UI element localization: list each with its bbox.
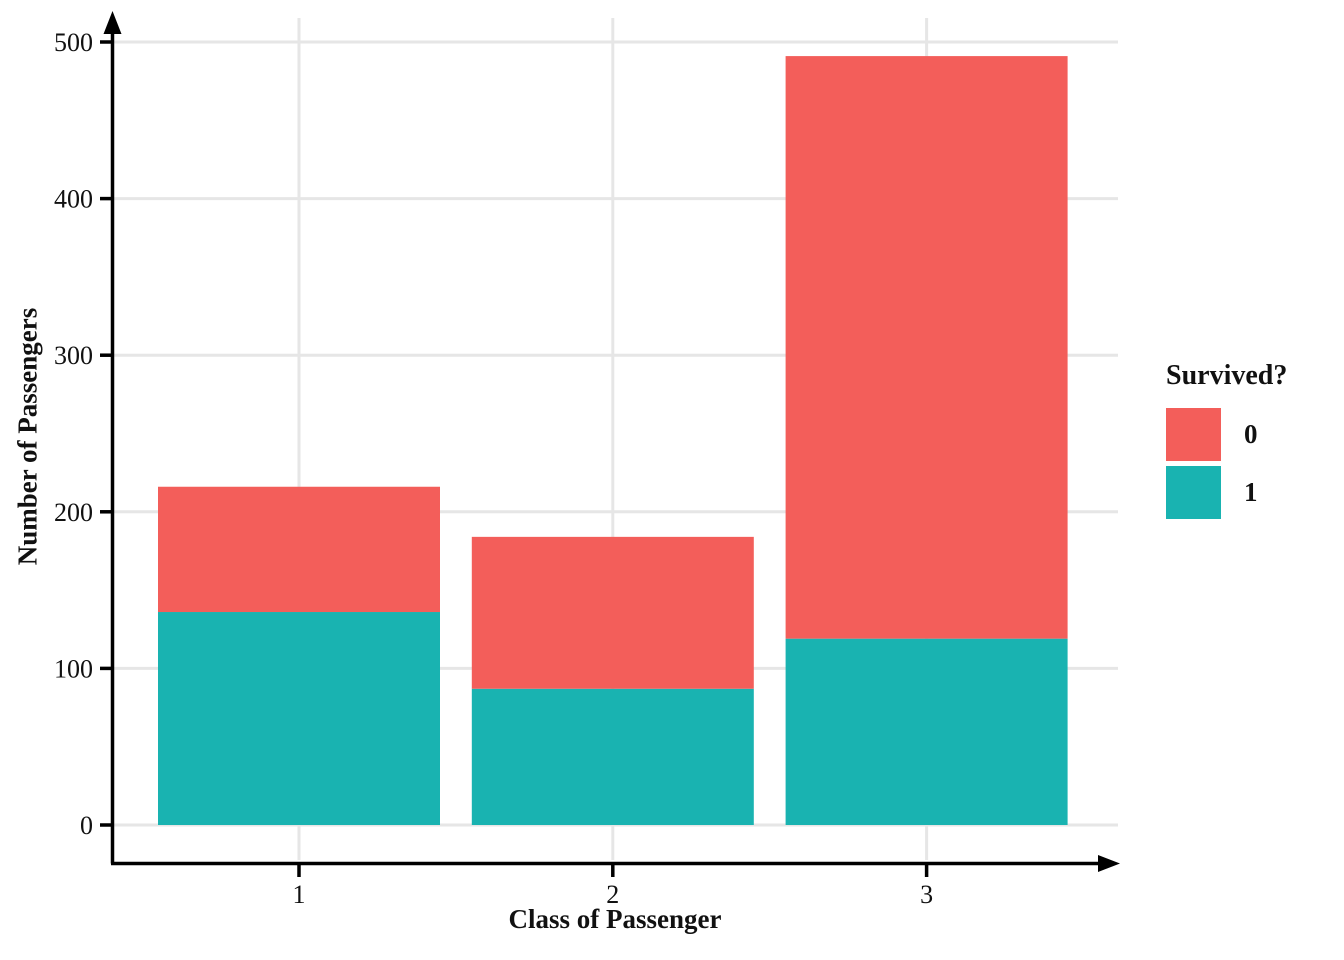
legend-swatch-1 [1166, 466, 1221, 519]
bar-segment-class2-survived1 [471, 688, 754, 825]
y-tick-label: 0 [80, 811, 93, 840]
y-tick-label: 500 [54, 28, 93, 57]
x-tick-label: 1 [293, 880, 306, 909]
bar-segment-class2-survived0 [471, 536, 754, 689]
y-tick-label: 300 [54, 341, 93, 370]
bar-segment-class3-survived0 [785, 56, 1068, 639]
x-axis-title: Class of Passenger [508, 904, 722, 934]
y-tick-label: 100 [54, 654, 93, 683]
y-tick-label: 200 [54, 498, 93, 527]
y-axis-title: Number of Passengers [12, 307, 43, 566]
bar-segment-class3-survived1 [785, 638, 1068, 825]
legend-label: 0 [1244, 419, 1258, 449]
x-tick-label: 3 [920, 880, 933, 909]
legend-entry-0: 0 [1166, 408, 1342, 461]
y-tick-label: 400 [54, 185, 93, 214]
x-tick-label: 2 [606, 880, 619, 909]
legend-title: Survived? [1166, 360, 1288, 391]
legend-entry-1: 1 [1166, 466, 1342, 519]
legend-swatch-0 [1166, 408, 1221, 461]
x-axis-arrow-icon [1098, 855, 1120, 872]
y-axis-arrow-icon [103, 11, 122, 34]
bar-segment-class1-survived1 [158, 612, 440, 825]
legend-label: 1 [1244, 477, 1258, 507]
bar-segment-class1-survived0 [158, 486, 440, 613]
